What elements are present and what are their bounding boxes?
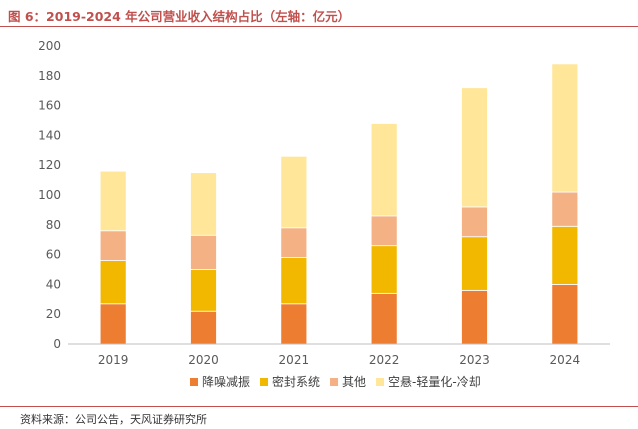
y-tick-label: 160 [38, 99, 61, 113]
legend-label-0: 降噪减振 [202, 375, 250, 389]
bar-segment-2019-series-2 [99, 230, 127, 261]
x-tick-label: 2024 [550, 353, 581, 367]
bar-segment-2023-series-3 [461, 87, 488, 208]
bar-segment-2022-series-0 [370, 292, 398, 345]
bar-segment-2021-series-3 [280, 155, 308, 229]
bar-segment-2024-series-2 [551, 191, 579, 227]
bar-segment-2022-series-1 [370, 245, 398, 294]
bar-segment-2021-series-1 [280, 257, 308, 305]
bar-segment-2023-series-1 [461, 236, 488, 291]
source-note: 资料来源：公司公告，天风证券研究所 [20, 413, 207, 426]
x-tick-label: 2023 [459, 353, 490, 367]
bar-segment-2019-series-0 [99, 303, 127, 345]
bar-segment-2020-series-3 [190, 172, 217, 236]
bar-segment-2021-series-0 [280, 303, 308, 345]
bar-segment-2020-series-0 [190, 310, 217, 345]
x-tick-label: 2022 [369, 353, 400, 367]
bar-segment-2024-series-3 [551, 63, 579, 193]
y-tick-label: 80 [46, 218, 61, 232]
legend-swatch-3 [376, 378, 385, 386]
bar-segment-2024-series-1 [551, 225, 579, 285]
y-tick-label: 100 [38, 188, 61, 202]
legend: 降噪减振 密封系统 其他 空悬-轻量化-冷却 [190, 374, 481, 389]
bar-segment-2023-series-2 [461, 206, 488, 238]
bar-segment-2019-series-1 [99, 260, 127, 305]
y-tick-label: 20 [46, 307, 61, 321]
bar-segment-2021-series-2 [280, 227, 308, 258]
bar-segment-2024-series-0 [551, 283, 579, 345]
y-tick-label: 120 [38, 158, 61, 172]
title-divider [0, 26, 638, 27]
bar-segment-2019-series-3 [99, 170, 127, 232]
legend-label-2: 其他 [342, 375, 366, 389]
bar-segment-2022-series-2 [370, 215, 398, 247]
y-tick-label: 40 [46, 277, 61, 291]
y-tick-label: 200 [38, 39, 61, 53]
bar-segment-2020-series-2 [190, 234, 217, 270]
y-tick-label: 0 [53, 337, 61, 351]
bar-segment-2020-series-1 [190, 269, 217, 312]
x-axis-ticks: 2019 2020 2021 2022 2023 2024 [98, 353, 580, 367]
legend-swatch-0 [190, 378, 198, 386]
y-tick-label: 140 [38, 128, 61, 142]
bar-segment-2022-series-3 [370, 123, 398, 217]
source-divider [0, 406, 638, 407]
x-tick-label: 2019 [98, 353, 129, 367]
legend-label-1: 密封系统 [272, 374, 320, 389]
legend-label-3: 空悬-轻量化-冷却 [388, 375, 481, 389]
y-tick-label: 180 [38, 69, 61, 83]
bars [99, 63, 579, 345]
y-tick-label: 60 [46, 248, 61, 262]
bar-segment-2023-series-0 [461, 289, 488, 345]
legend-swatch-2 [330, 378, 339, 386]
x-tick-label: 2020 [188, 353, 219, 367]
x-tick-label: 2021 [279, 353, 310, 367]
legend-swatch-1 [260, 378, 269, 386]
y-axis-ticks: 0 20 40 60 80 100 120 140 160 180 200 [38, 39, 61, 351]
chart-title: 图 6：2019-2024 年公司营业收入结构占比（左轴：亿元） [8, 9, 351, 24]
